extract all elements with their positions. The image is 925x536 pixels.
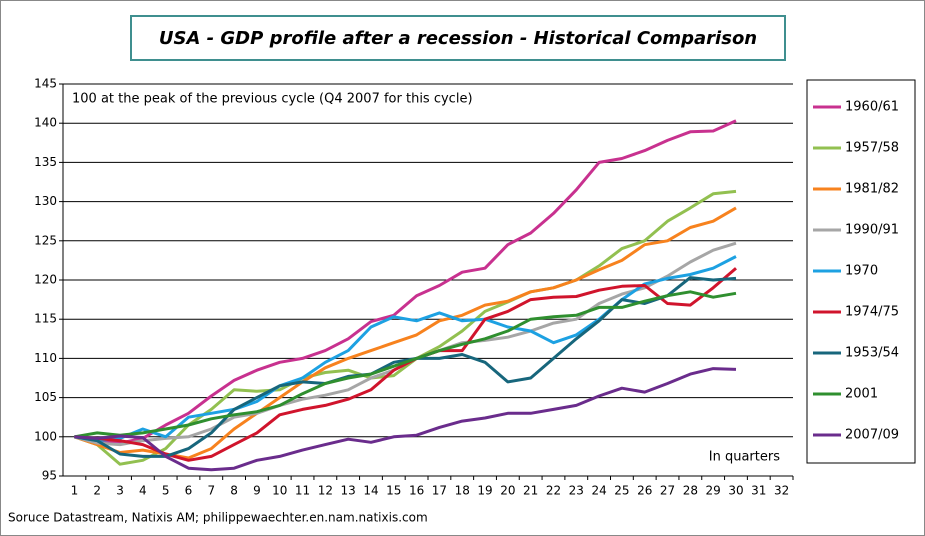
x-tick-label: 14 — [363, 484, 378, 498]
x-tick-label: 8 — [230, 484, 238, 498]
chart-title: USA - GDP profile after a recession - Hi… — [159, 28, 757, 49]
x-tick-label: 7 — [207, 484, 215, 498]
x-tick-label: 9 — [253, 484, 261, 498]
x-tick-label: 19 — [477, 484, 492, 498]
x-tick-label: 20 — [500, 484, 515, 498]
x-tick-label: 32 — [774, 484, 789, 498]
series-line — [74, 276, 737, 458]
y-tick-label: 125 — [34, 233, 57, 247]
x-tick-label: 18 — [455, 484, 470, 498]
source: Soruce Datastream, Natixis AM; philippew… — [8, 511, 428, 525]
x-tick-label: 27 — [660, 484, 675, 498]
series-line — [74, 119, 737, 445]
y-tick-label: 95 — [42, 469, 57, 483]
x-tick-label: 25 — [614, 484, 629, 498]
legend-label: 1957/58 — [845, 141, 899, 156]
x-tick-label: 1 — [71, 484, 79, 498]
x-tick-label: 21 — [523, 484, 538, 498]
x-tick-label: 10 — [272, 484, 287, 498]
legend-label: 1974/75 — [845, 305, 899, 320]
legend-label: 1960/61 — [845, 100, 899, 115]
legend-label: 1970 — [845, 264, 878, 279]
x-tick-label: 28 — [683, 484, 698, 498]
x-tick-label: 13 — [341, 484, 356, 498]
x-tick-label: 17 — [432, 484, 447, 498]
x-tick-label: 23 — [569, 484, 584, 498]
y-tick-label: 135 — [34, 155, 57, 169]
legend-label: 1981/82 — [845, 182, 899, 197]
x-tick-label: 12 — [318, 484, 333, 498]
y-tick-label: 130 — [34, 194, 57, 208]
x-tick-label: 6 — [185, 484, 193, 498]
series-line — [74, 367, 737, 472]
x-tick-label: 24 — [591, 484, 606, 498]
x-tick-label: 2 — [93, 484, 101, 498]
x-tick-label: 11 — [295, 484, 310, 498]
legend-label: 1953/54 — [845, 346, 899, 361]
x-tick-label: 30 — [728, 484, 743, 498]
legend-label: 2007/09 — [845, 428, 899, 443]
y-tick-label: 120 — [34, 273, 57, 287]
x-tick-label: 15 — [386, 484, 401, 498]
x-tick-label: 4 — [139, 484, 147, 498]
x-axis-title: In quarters — [709, 450, 780, 465]
y-tick-label: 105 — [34, 390, 57, 404]
y-tick-label: 110 — [34, 351, 57, 365]
x-tick-label: 5 — [162, 484, 170, 498]
legend-label: 2001 — [845, 387, 878, 402]
x-tick-label: 31 — [751, 484, 766, 498]
series-line — [74, 255, 737, 443]
series-line — [74, 290, 737, 439]
series-line — [74, 267, 737, 462]
title-box — [130, 15, 786, 61]
series-line — [73, 206, 737, 460]
series-line — [73, 189, 737, 466]
legend-label: 1990/91 — [845, 223, 899, 238]
x-tick-label: 22 — [546, 484, 561, 498]
y-tick-label: 100 — [34, 429, 57, 443]
y-tick-label: 115 — [34, 312, 57, 326]
y-tick-label: 145 — [34, 77, 57, 91]
x-tick-label: 29 — [706, 484, 721, 498]
x-tick-label: 16 — [409, 484, 424, 498]
y-tick-label: 140 — [34, 116, 57, 130]
subtitle: 100 at the peak of the previous cycle (Q… — [72, 92, 473, 107]
x-tick-label: 3 — [116, 484, 124, 498]
x-tick-label: 26 — [637, 484, 652, 498]
